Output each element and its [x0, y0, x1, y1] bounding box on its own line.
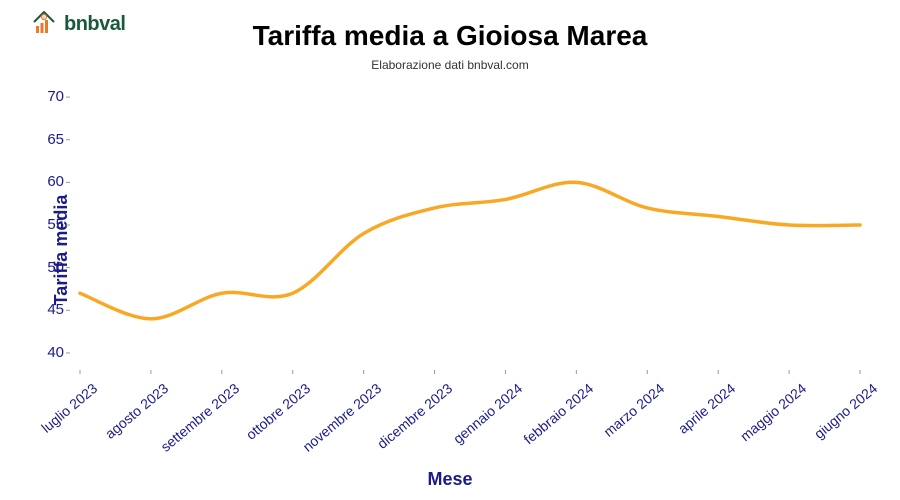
x-axis-label: Mese [0, 469, 900, 490]
y-axis-label: Tariffa media [51, 195, 72, 306]
plot-area: 40455055606570luglio 2023agosto 2023sett… [70, 80, 870, 370]
line-chart-svg [70, 80, 870, 370]
y-tick-label: 55 [38, 216, 64, 233]
chart-container: Tariffa media a Gioiosa Marea Elaborazio… [0, 0, 900, 500]
y-tick-label: 65 [38, 131, 64, 148]
series-line [80, 182, 860, 319]
y-tick-label: 40 [38, 344, 64, 361]
y-tick-label: 60 [38, 173, 64, 190]
chart-title: Tariffa media a Gioiosa Marea [0, 20, 900, 52]
y-tick-label: 50 [38, 259, 64, 276]
y-tick-label: 45 [38, 301, 64, 318]
y-tick-label: 70 [38, 88, 64, 105]
chart-subtitle: Elaborazione dati bnbval.com [0, 58, 900, 72]
